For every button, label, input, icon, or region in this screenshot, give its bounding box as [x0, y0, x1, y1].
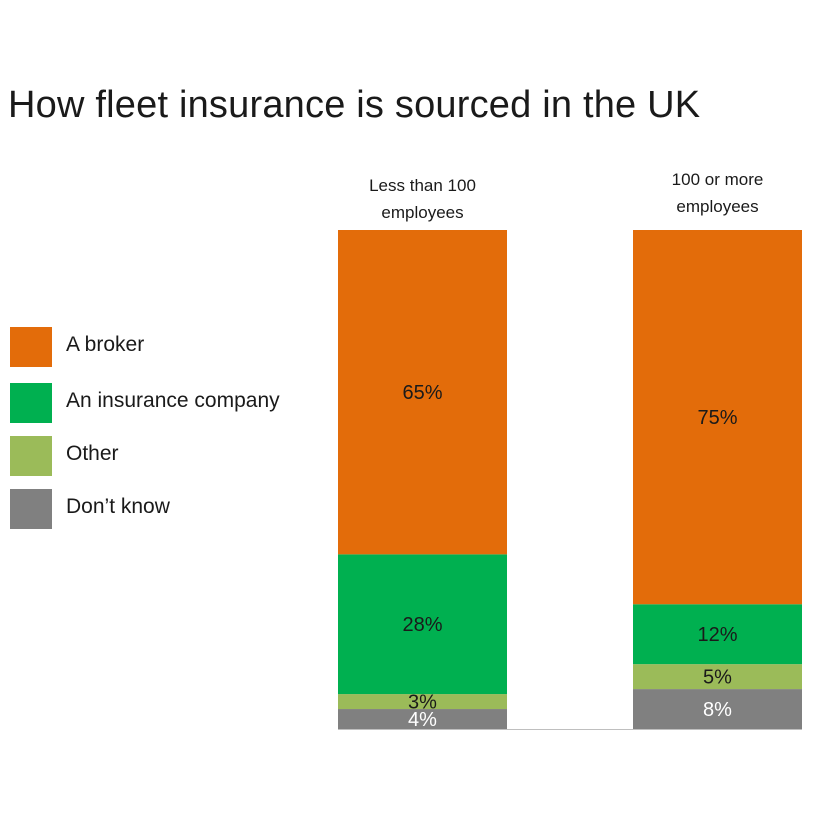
- data-label-an-insurance-company-2: 12%: [697, 624, 737, 646]
- legend-item-dont-know: Don’t know: [10, 489, 350, 529]
- legend-swatch-broker: [10, 327, 52, 367]
- bar-segment-other-2: [633, 664, 802, 690]
- legend-swatch-insurance-company: [10, 383, 52, 423]
- bar-segment-an-insurance-company-2: [633, 604, 802, 665]
- data-label-other-1: 3%: [408, 692, 437, 714]
- legend-item-other: Other: [10, 436, 350, 476]
- bar-segment-other-1: [338, 694, 507, 710]
- category-label-2: 100 or more employees: [672, 170, 764, 216]
- bar-segment-don-t-know-2: [633, 689, 802, 729]
- legend-swatch-other: [10, 436, 52, 476]
- data-label-don-t-know-2: 8%: [703, 699, 732, 721]
- legend-label-insurance-company: An insurance company: [66, 389, 280, 412]
- legend-label-broker: A broker: [66, 333, 145, 356]
- legend-label-dont-know: Don’t know: [66, 495, 170, 518]
- legend-item-broker: A broker: [10, 327, 350, 367]
- data-label-an-insurance-company-1: 28%: [402, 614, 442, 636]
- bar-segment-an-insurance-company-1: [338, 554, 507, 695]
- data-label-other-2: 5%: [703, 667, 732, 689]
- data-label-a-broker-2: 75%: [697, 407, 737, 429]
- legend-label-other: Other: [66, 442, 119, 465]
- category-label-1: Less than 100 employees: [369, 176, 476, 222]
- chart-title: How fleet insurance is sourced in the UK: [8, 84, 701, 126]
- legend-item-insurance-company: An insurance company: [10, 383, 350, 423]
- data-label-a-broker-1: 65%: [402, 382, 442, 404]
- bar-segment-don-t-know-1: [338, 709, 507, 729]
- bar-segment-a-broker-2: [633, 230, 802, 605]
- data-label-don-t-know-1: 4%: [408, 709, 437, 731]
- bar-segment-a-broker-1: [338, 230, 507, 555]
- legend-swatch-dont-know: [10, 489, 52, 529]
